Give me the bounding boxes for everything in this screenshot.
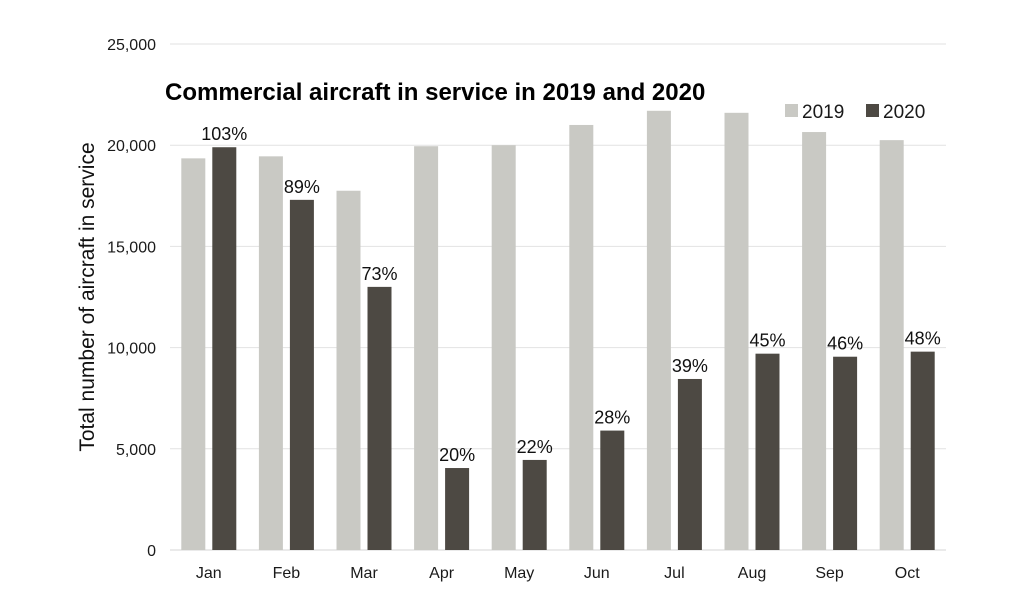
x-tick-label-Jan: Jan: [196, 565, 222, 582]
bar-2020-Oct: [910, 351, 935, 550]
y-axis-label: Total number of aircraft in service: [76, 142, 99, 451]
bar-2020-May: [522, 459, 547, 550]
chart-title: Commercial aircraft in service in 2019 a…: [165, 79, 705, 106]
x-tick-label-May: May: [504, 565, 534, 582]
bar-2019-Sep: [802, 132, 827, 550]
x-tick-label-Feb: Feb: [273, 565, 301, 582]
y-axis-ticks: 0 5,000 10,000 15,000 20,000 25,000: [107, 37, 156, 560]
data-label-2020-Jan: 103%: [201, 124, 247, 144]
legend-label-2019: 2019: [802, 102, 844, 123]
data-label-2020-Aug: 45%: [749, 331, 785, 351]
bar-2019-Jul: [646, 110, 671, 551]
x-tick-label-Jun: Jun: [584, 565, 610, 582]
data-label-2020-Mar: 73%: [361, 264, 397, 284]
bar-2020-Sep: [833, 356, 858, 550]
bar-2019-Mar: [336, 190, 361, 551]
bar-2019-Jan: [181, 158, 206, 550]
y-tick-label: 25,000: [107, 37, 156, 54]
legend-label-2020: 2020: [883, 102, 925, 123]
y-tick-label: 15,000: [107, 239, 156, 256]
x-axis-ticks: Jan Feb Mar Apr May Jun Jul Aug Sep Oct: [196, 565, 920, 582]
legend-swatch-2020: [866, 104, 879, 117]
bar-2020-Aug: [755, 353, 780, 550]
bar-2020-Jul: [677, 378, 702, 550]
legend-swatch-2019: [785, 104, 798, 117]
data-label-2020-Sep: 46%: [827, 334, 863, 354]
y-tick-label: 10,000: [107, 341, 156, 358]
y-tick-label: 20,000: [107, 138, 156, 155]
bar-2019-Feb: [258, 156, 283, 550]
bar-2020-Apr: [445, 468, 470, 550]
y-tick-label: 0: [147, 543, 156, 560]
x-tick-label-Mar: Mar: [350, 565, 378, 582]
bar-2020-Mar: [367, 286, 392, 550]
x-tick-label-Oct: Oct: [895, 565, 920, 582]
bar-2020-Feb: [289, 199, 314, 550]
x-tick-label-Sep: Sep: [815, 565, 844, 582]
y-tick-label: 5,000: [116, 442, 156, 459]
bar-2019-Aug: [724, 112, 749, 550]
bars: [181, 110, 935, 551]
bar-2020-Jan: [212, 147, 237, 550]
data-labels: 103% 89% 73% 20% 22% 28% 39% 45% 46% 48%: [201, 124, 940, 465]
bar-2020-Jun: [600, 430, 625, 550]
x-tick-label-Apr: Apr: [429, 565, 455, 582]
data-label-2020-Feb: 89%: [284, 177, 320, 197]
data-label-2020-May: 22%: [517, 437, 553, 457]
data-label-2020-Jun: 28%: [594, 408, 630, 428]
data-label-2020-Apr: 20%: [439, 445, 475, 465]
x-tick-label-Jul: Jul: [664, 565, 684, 582]
data-label-2020-Oct: 48%: [905, 329, 941, 349]
bar-2019-Apr: [414, 146, 439, 550]
data-label-2020-Jul: 39%: [672, 356, 708, 376]
x-tick-label-Aug: Aug: [738, 565, 766, 582]
bar-2019-Oct: [879, 140, 904, 550]
bar-2019-Jun: [569, 124, 594, 551]
legend: 2019 2020: [785, 102, 925, 123]
bar-2019-May: [491, 145, 516, 550]
